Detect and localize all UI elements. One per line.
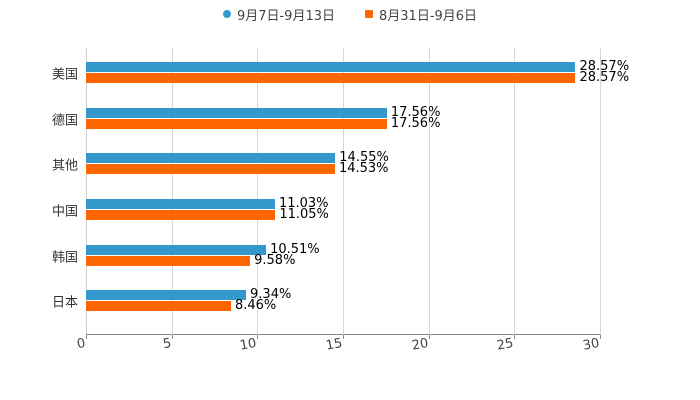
bar-series-1[interactable] bbox=[86, 62, 576, 72]
bar-series-2[interactable] bbox=[86, 256, 251, 266]
bar-series-1[interactable] bbox=[86, 245, 267, 255]
gridline bbox=[171, 48, 173, 335]
bar-value-label: 9.58% bbox=[254, 253, 296, 268]
bar-value-label: 11.05% bbox=[279, 207, 329, 222]
bar-value-label: 28.57% bbox=[579, 70, 630, 85]
bar-value-label: 17.56% bbox=[390, 105, 441, 120]
chart-legend: 9月7日-9月13日 8月31日-9月6日 bbox=[0, 4, 700, 24]
bar-series-2[interactable] bbox=[86, 73, 576, 83]
bar-value-label: 10.51% bbox=[270, 242, 320, 257]
y-category-label: 德国 bbox=[51, 113, 78, 129]
y-category-label: 美国 bbox=[51, 67, 78, 83]
legend-item-series-2[interactable]: 8月31日-9月6日 bbox=[365, 5, 477, 24]
plot-area: 28.57% 28.57% 17.56% 17.56% 14.55% 14.53% 11.0… bbox=[86, 48, 629, 339]
bar-series-1[interactable] bbox=[86, 199, 275, 209]
x-tick bbox=[600, 335, 601, 339]
x-tick bbox=[514, 335, 516, 339]
x-tick-label: 30 bbox=[581, 336, 601, 354]
legend-label: 9月7日-9月13日 bbox=[236, 8, 335, 24]
bar-value-label: 28.57% bbox=[579, 59, 630, 74]
bar-series-1[interactable] bbox=[86, 290, 247, 300]
bar-value-label: 9.34% bbox=[250, 287, 292, 302]
x-tick-label: 25 bbox=[496, 336, 515, 354]
legend-item-series-1[interactable]: 9月7日-9月13日 bbox=[222, 5, 335, 24]
x-tick-label: 5 bbox=[161, 336, 173, 353]
bar-series-2[interactable] bbox=[86, 301, 231, 311]
y-category-label: 日本 bbox=[51, 295, 78, 311]
bar-value-label: 8.46% bbox=[234, 298, 277, 313]
x-tick-label: 20 bbox=[410, 336, 430, 354]
bar-series-2[interactable] bbox=[86, 210, 276, 220]
gridline bbox=[257, 48, 259, 335]
gridline bbox=[600, 48, 601, 335]
x-tick bbox=[86, 335, 87, 339]
bar-value-label: 14.53% bbox=[338, 161, 389, 176]
gridline bbox=[514, 48, 516, 335]
x-tick bbox=[343, 335, 344, 339]
gridline bbox=[428, 48, 430, 335]
x-tick-label: 10 bbox=[239, 336, 258, 354]
bar-series-1[interactable] bbox=[86, 153, 336, 163]
y-category-label: 其他 bbox=[51, 158, 78, 174]
x-tick bbox=[257, 335, 259, 339]
y-axis-line bbox=[86, 48, 87, 335]
bar-series-1[interactable] bbox=[86, 108, 387, 118]
x-tick-label: 0 bbox=[75, 336, 87, 353]
gridline bbox=[343, 48, 344, 335]
x-tick-label: 15 bbox=[324, 336, 344, 354]
x-tick bbox=[428, 335, 430, 339]
legend-label: 8月31日-9月6日 bbox=[379, 8, 478, 24]
bar-series-2[interactable] bbox=[86, 119, 387, 129]
legend-square-icon bbox=[365, 10, 373, 18]
legend-circle-icon bbox=[222, 10, 231, 18]
bar-series-2[interactable] bbox=[86, 164, 335, 174]
y-category-label: 韩国 bbox=[51, 250, 78, 266]
bar-value-label: 11.03% bbox=[278, 196, 329, 211]
bar-value-label: 17.56% bbox=[390, 116, 441, 131]
x-tick bbox=[171, 335, 173, 339]
y-category-label: 中国 bbox=[51, 204, 78, 220]
bar-value-label: 14.55% bbox=[339, 150, 389, 165]
